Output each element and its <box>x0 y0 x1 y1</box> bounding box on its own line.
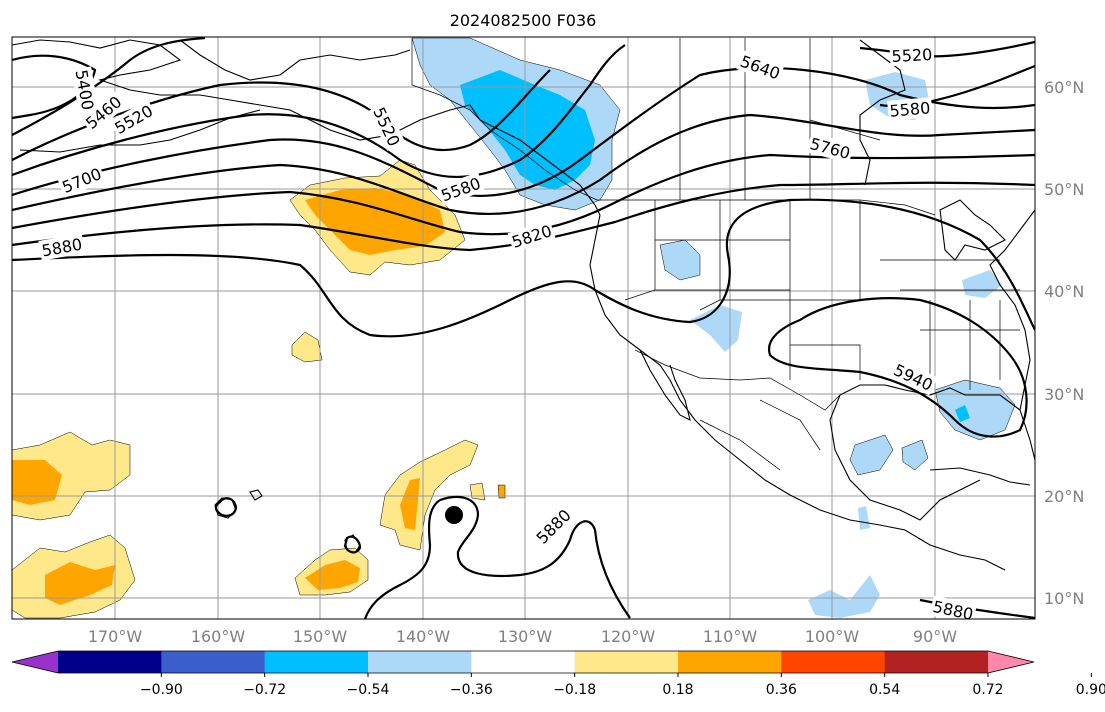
contour-label-5520-ne: 5520 <box>891 45 933 66</box>
colorbar-outline <box>11 650 1035 674</box>
contour-5880-small <box>343 535 362 554</box>
colorbar-tick-label: −0.18 <box>553 682 596 698</box>
coast-us-east <box>989 209 1035 411</box>
colorbar-tick-label: −0.36 <box>450 682 493 698</box>
lat-label: 50°N <box>1044 180 1084 199</box>
neg-region-gulf2 <box>901 439 929 471</box>
colorbar-segment <box>574 651 679 673</box>
colorbar-tick-label: 0.72 <box>972 682 1003 698</box>
neg-region-gulf1 <box>849 434 894 476</box>
pos-region-small <box>291 331 323 363</box>
colorbar-segment <box>884 651 989 673</box>
lon-label: 90°W <box>913 627 957 646</box>
coast-great-lakes <box>939 199 1006 261</box>
coast-us-west <box>589 214 1006 571</box>
colorbar-tick-label: 0.36 <box>766 682 797 698</box>
lon-label: 150°W <box>293 627 348 646</box>
colorbar-segment <box>471 651 576 673</box>
coast-baja <box>639 349 691 422</box>
neg-region-bc-core <box>460 70 595 190</box>
lon-label: 170°W <box>88 627 143 646</box>
height-contours <box>12 37 1035 619</box>
coast-hudson <box>859 39 906 186</box>
neg-region-sw1 <box>858 506 870 530</box>
lat-label: 60°N <box>1044 78 1084 97</box>
border-us-mexico <box>634 349 841 411</box>
pos-region-npac-core <box>305 188 445 255</box>
colorbar-extend-max <box>988 651 1034 673</box>
colorbar-segment <box>161 651 266 673</box>
colorbar: −0.90 −0.72 −0.54 −0.36 −0.18 0.18 0.36 0.54 0.7… <box>11 650 1105 698</box>
lat-label: 40°N <box>1044 282 1084 301</box>
lon-label: 110°W <box>703 627 758 646</box>
lon-label: 120°W <box>601 627 656 646</box>
coast-aleutians <box>19 109 261 153</box>
colorbar-tick-label: −0.72 <box>243 682 286 698</box>
pos-region-hawaii-east-core <box>400 478 420 530</box>
contour-5880-hawaii <box>214 497 238 517</box>
colorbar-tick-label: 0.54 <box>869 682 900 698</box>
storm-center-marker <box>445 506 463 524</box>
pos-region-hawaii-south-core <box>305 560 360 590</box>
coast-mexico-gulf <box>829 394 981 521</box>
colorbar-tick-label: −0.54 <box>347 682 390 698</box>
neg-region-az <box>690 305 742 352</box>
contour-label-5580-ne: 5580 <box>889 98 931 120</box>
contour-5940 <box>767 297 1028 438</box>
coast-bering <box>179 39 411 81</box>
contour-5880-trop <box>363 495 631 619</box>
longitude-labels: 170°W 160°W 150°W 140°W 130°W 120°W 110°… <box>88 627 957 646</box>
colorbar-segments <box>11 650 1035 674</box>
lat-label: 10°N <box>1044 589 1084 608</box>
colorbar-segment <box>678 651 782 673</box>
colorbar-tick-label: −0.90 <box>140 682 183 698</box>
lat-label: 20°N <box>1044 487 1084 506</box>
map-panel: 5400 5460 5520 5520 5580 5580 <box>12 37 1035 624</box>
neg-region-florida-core <box>955 405 970 422</box>
map-title: 2024082500 F036 <box>450 11 597 30</box>
colorbar-segment <box>368 651 472 673</box>
pos-region-tiny2 <box>497 484 506 499</box>
border-alaska-canada <box>411 38 598 201</box>
colorbar-tick-label: 0.18 <box>662 682 693 698</box>
lon-label: 130°W <box>498 627 553 646</box>
colorbar-ticks: −0.90 −0.72 −0.54 −0.36 −0.18 0.18 0.36 0.54 0.7… <box>140 673 1105 698</box>
colorbar-segment <box>264 651 369 673</box>
contour-5700 <box>12 113 1035 216</box>
colorbar-extend-min <box>12 651 58 673</box>
contour-5880-main <box>12 198 1035 338</box>
colorbar-tick-label: 0.90 <box>1076 682 1105 698</box>
contour-5400 <box>12 54 97 120</box>
pos-region-west2-core <box>45 562 115 605</box>
neg-region-sw2 <box>808 575 880 618</box>
map-frame <box>11 36 1036 620</box>
coast-cuba <box>929 467 1031 486</box>
border-mexico-states <box>699 399 821 471</box>
border-canada-prov <box>679 38 881 200</box>
contour-5580 <box>12 44 626 178</box>
shading-regions <box>12 37 1016 619</box>
contour-5640 <box>12 66 1035 197</box>
lon-label: 140°W <box>396 627 451 646</box>
colorbar-segment <box>781 651 886 673</box>
contour-5460 <box>12 37 206 136</box>
contour-label-5880-sw: 5880 <box>931 597 975 624</box>
lon-label: 160°W <box>191 627 246 646</box>
lat-label: 30°N <box>1044 385 1084 404</box>
pos-region-west1-core <box>12 460 62 505</box>
colorbar-segment <box>58 651 162 673</box>
latitude-labels: 60°N 50°N 40°N 30°N 20°N 10°N <box>1044 78 1084 608</box>
lon-label: 100°W <box>805 627 860 646</box>
